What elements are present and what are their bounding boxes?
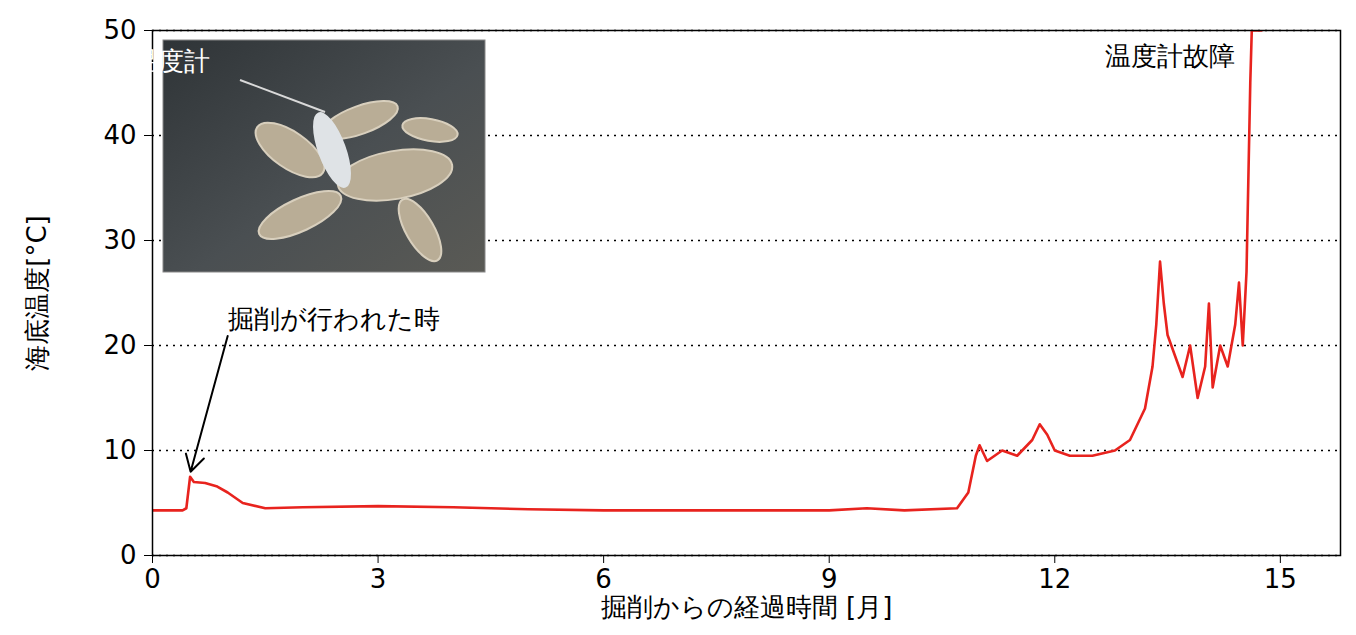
svg-text:10: 10 — [103, 435, 136, 465]
svg-text:海底温度[°C]: 海底温度[°C] — [22, 215, 52, 370]
svg-text:40: 40 — [103, 120, 136, 150]
svg-text:12: 12 — [1038, 564, 1071, 594]
svg-text:0: 0 — [120, 540, 137, 570]
svg-text:温度計故障: 温度計故障 — [1105, 41, 1235, 71]
svg-text:掘削が行われた時: 掘削が行われた時 — [228, 304, 440, 334]
svg-text:温度計: 温度計 — [132, 46, 210, 76]
svg-text:掘削からの経過時間 [月]: 掘削からの経過時間 [月] — [601, 592, 893, 622]
svg-text:9: 9 — [821, 564, 838, 594]
svg-text:3: 3 — [370, 564, 387, 594]
svg-text:50: 50 — [103, 15, 136, 45]
svg-text:0: 0 — [144, 564, 161, 594]
svg-text:30: 30 — [103, 225, 136, 255]
svg-text:6: 6 — [595, 564, 612, 594]
svg-text:15: 15 — [1264, 564, 1297, 594]
svg-text:20: 20 — [103, 330, 136, 360]
